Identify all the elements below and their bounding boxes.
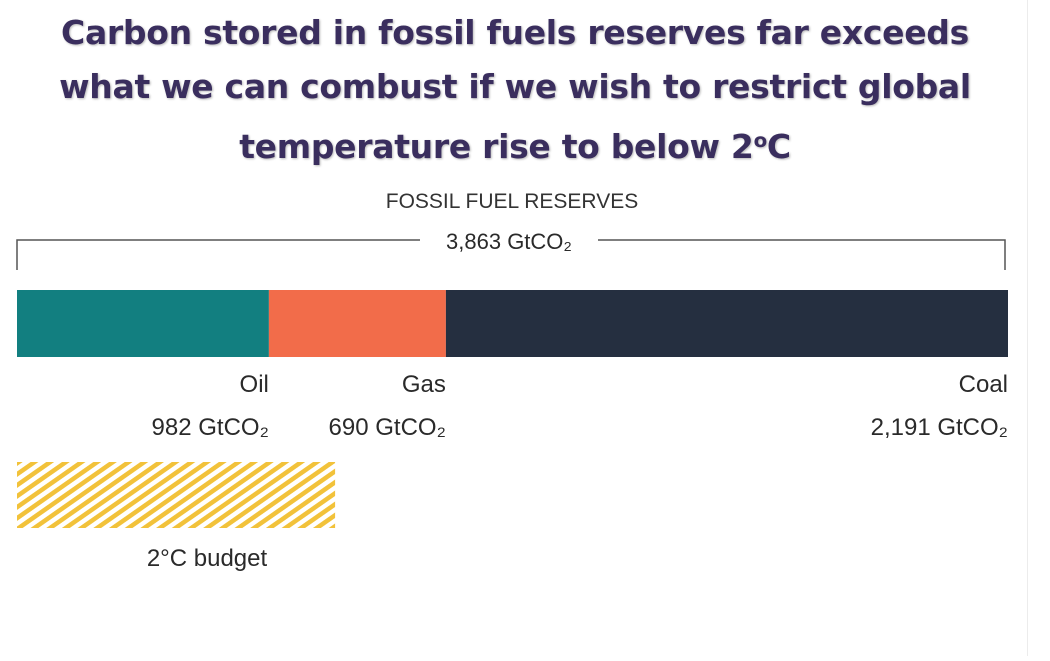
headline-line-2: what we can combust if we wish to restri…: [59, 67, 971, 106]
headline-line-3: temperature rise to below 2oC: [20, 114, 1010, 174]
total-label: 3,863 GtCO₂: [446, 229, 572, 254]
value-label-oil: 982 GtCO₂: [152, 414, 269, 441]
bar-segment-oil: [17, 290, 269, 357]
stacked-bar: [17, 290, 1008, 357]
total-bracket: [16, 239, 1006, 270]
category-labels: Oil 982 GtCO₂ Gas 690 GtCO₂ Coal 2,191 GtCO₂: [152, 371, 1008, 441]
headline-line-3-unit: C: [766, 126, 791, 166]
headline-line-1: Carbon stored in fossil fuels reserves f…: [61, 13, 969, 52]
budget-label: 2°C budget: [147, 545, 268, 572]
budget-bar: [17, 462, 336, 528]
degree-symbol: o: [753, 129, 768, 152]
category-label-coal: Coal: [959, 371, 1008, 398]
right-divider: [1027, 0, 1028, 656]
category-label-gas: Gas: [402, 371, 446, 398]
category-label-oil: Oil: [240, 371, 269, 398]
chart-title: FOSSIL FUEL RESERVES: [386, 190, 638, 213]
bar-segment-coal: [445, 290, 1008, 357]
value-label-coal: 2,191 GtCO₂: [871, 414, 1008, 441]
headline-line-3-text: temperature rise to below 2: [239, 126, 754, 166]
value-label-gas: 690 GtCO₂: [329, 414, 446, 441]
bar-segment-gas: [268, 290, 446, 357]
headline-title: Carbon stored in fossil fuels reserves f…: [20, 6, 1010, 174]
